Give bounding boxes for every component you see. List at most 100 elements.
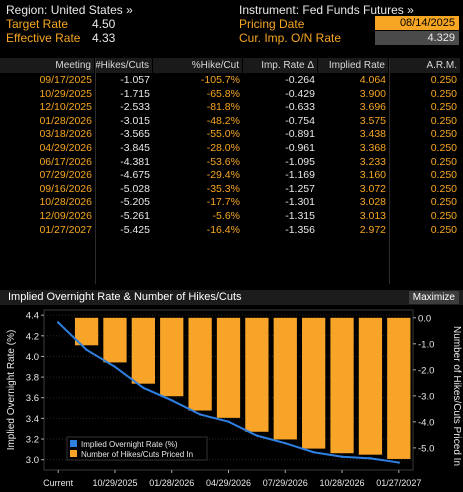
cell-pct-hike-cut: -48.2%	[206, 114, 240, 127]
cell-implied-rate: 3.160	[359, 169, 386, 182]
chart-title-bar: Implied Overnight Rate & Number of Hikes…	[0, 290, 463, 305]
instrument-selector[interactable]: Instrument: Fed Funds Futures »	[239, 3, 414, 17]
cell-meeting: 07/29/2026	[39, 169, 92, 182]
cell-imp-rate-delta: -0.961	[285, 142, 315, 154]
cell-imp-rate-delta: -0.754	[285, 114, 315, 127]
hikes-cuts-bar	[74, 317, 99, 346]
left-tick-label: 3.6	[26, 393, 39, 404]
pricing-date-input[interactable]: 08/14/2025	[375, 16, 459, 30]
cell-pct-hike-cut: -105.7%	[200, 74, 240, 86]
cell-meeting: 12/10/2025	[39, 101, 92, 114]
hikes-cuts-bar	[103, 317, 127, 363]
column-header-arm[interactable]: A.R.M.	[389, 58, 460, 73]
cell-arm: 0.250	[430, 155, 457, 168]
cell-implied-rate: 3.028	[359, 196, 386, 209]
cell-hikes-cuts: -5.028	[120, 182, 150, 195]
hikes-cuts-bar	[216, 317, 241, 418]
effective-rate-label: Effective Rate	[6, 31, 81, 45]
x-tick-label: 04/29/2026	[206, 478, 251, 488]
cell-pct-hike-cut: -17.7%	[206, 196, 240, 209]
column-header-imp-rate-delta[interactable]: Imp. Rate Δ	[243, 58, 317, 73]
cell-arm: 0.250	[430, 101, 457, 114]
cell-arm: 0.250	[430, 182, 457, 195]
cell-implied-rate: 3.072	[359, 182, 386, 195]
table-row[interactable]: 03/18/2026 -3.565 -55.0% -0.891 3.438 0.250	[0, 128, 463, 141]
left-tick-label: 3.2	[26, 435, 39, 446]
column-header-hikes-cuts[interactable]: #Hikes/Cuts	[95, 58, 152, 73]
cell-meeting: 03/18/2026	[39, 128, 92, 141]
cell-hikes-cuts: -5.261	[120, 210, 150, 222]
cell-arm: 0.250	[430, 196, 457, 209]
cur-imp-rate-label: Cur. Imp. O/N Rate	[239, 31, 342, 45]
implied-rate-point	[227, 420, 230, 423]
implied-rate-point	[56, 321, 60, 324]
cell-pct-hike-cut: -35.3%	[206, 182, 240, 195]
left-axis-label: Implied Overnight Rate (%)	[6, 330, 17, 451]
table-row[interactable]: 04/29/2026 -3.845 -28.0% -0.961 3.368 0.250	[0, 142, 463, 155]
table-row[interactable]: 09/17/2025 -1.057 -105.7% -0.264 4.064 0.250	[0, 74, 463, 87]
meetings-table: Meeting #Hikes/Cuts %Hike/Cut Imp. Rate Δ Im…	[0, 58, 463, 284]
cell-hikes-cuts: -2.533	[120, 101, 150, 114]
hikes-cuts-bar	[245, 317, 269, 432]
table-row[interactable]: 01/27/2027 -5.425 -16.4% -1.356 2.972 0.250	[0, 224, 463, 237]
column-header-implied-rate[interactable]: Implied Rate	[318, 58, 388, 73]
table-row[interactable]: 06/17/2026 -4.381 -53.6% -1.095 3.233 0.250	[0, 156, 463, 169]
cell-implied-rate: 3.013	[359, 210, 386, 222]
cell-meeting: 09/16/2026	[39, 182, 92, 195]
right-axis-label: Number of Hikes/Cuts Priced In	[451, 326, 462, 466]
cell-implied-rate: 3.900	[359, 87, 386, 100]
table-row[interactable]: 01/28/2026 -3.015 -48.2% -0.754 3.575 0.250	[0, 115, 463, 128]
implied-rate-point	[284, 441, 287, 445]
cell-hikes-cuts: -3.845	[120, 142, 150, 154]
legend-label-hikes: Number of Hikes/Cuts Priced In	[81, 450, 193, 459]
cell-hikes-cuts: -3.015	[120, 114, 150, 127]
column-header-meeting[interactable]: Meeting	[0, 58, 94, 73]
implied-rate-point	[85, 348, 88, 352]
right-tick-label: -2.0	[418, 365, 434, 376]
table-row[interactable]: 10/28/2026 -5.205 -17.7% -1.301 3.028 0.250	[0, 196, 463, 209]
cell-hikes-cuts: -4.381	[120, 155, 150, 168]
right-tick-label: -4.0	[418, 417, 434, 428]
cell-hikes-cuts: -1.057	[120, 74, 150, 86]
implied-rate-point	[255, 434, 259, 437]
implied-rate-point	[198, 413, 202, 416]
cell-arm: 0.250	[430, 114, 457, 127]
cell-meeting: 09/17/2025	[39, 74, 92, 86]
table-row[interactable]: 07/29/2026 -4.675 -29.4% -1.169 3.160 0.250	[0, 169, 463, 182]
cell-implied-rate: 3.575	[359, 114, 386, 127]
cell-arm: 0.250	[430, 128, 457, 141]
region-selector[interactable]: Region: United States »	[6, 3, 133, 17]
cell-implied-rate: 3.368	[359, 142, 386, 154]
table-row[interactable]: 10/29/2025 -1.715 -65.8% -0.429 3.900 0.250	[0, 88, 463, 101]
cell-arm: 0.250	[430, 74, 457, 86]
cell-meeting: 10/29/2025	[39, 87, 92, 100]
right-tick-label: -5.0	[418, 443, 434, 454]
column-separator	[95, 58, 96, 284]
hikes-cuts-bar	[387, 317, 411, 459]
table-row[interactable]: 09/16/2026 -5.028 -35.3% -1.257 3.072 0.250	[0, 183, 463, 196]
cell-imp-rate-delta: -1.257	[285, 182, 315, 195]
column-header-pct-hike-cut[interactable]: %Hike/Cut	[153, 58, 242, 73]
implied-rate-chart: 4.4 4.2 4.0 3.8 3.6 3.4 3.2 3.0 0.0 -1.0 -2.0 -3.0 -…	[6, 309, 462, 488]
cell-pct-hike-cut: -81.8%	[206, 101, 240, 114]
hikes-cuts-bar	[302, 317, 326, 449]
table-row[interactable]: 12/10/2025 -2.533 -81.8% -0.633 3.696 0.250	[0, 101, 463, 114]
cell-imp-rate-delta: -1.169	[285, 169, 315, 182]
hikes-cuts-bar	[188, 317, 212, 411]
table-row[interactable]: 12/09/2026 -5.261 -5.6% -1.315 3.013 0.250	[0, 210, 463, 223]
implied-rate-point	[312, 451, 315, 454]
cell-pct-hike-cut: -16.4%	[206, 223, 240, 236]
cell-hikes-cuts: -4.675	[120, 169, 150, 182]
cell-pct-hike-cut: -5.6%	[212, 210, 240, 222]
cell-arm: 0.250	[430, 169, 457, 182]
implied-rate-point	[170, 399, 173, 402]
left-tick-label: 4.4	[26, 311, 39, 322]
maximize-button[interactable]: Maximize	[408, 291, 459, 304]
cell-implied-rate: 3.696	[359, 101, 386, 114]
cell-meeting: 10/28/2026	[39, 196, 92, 209]
x-tick-label: 10/28/2026	[320, 478, 365, 488]
target-rate-value: 4.50	[92, 17, 116, 31]
legend-swatch-rate	[70, 440, 77, 447]
hikes-cuts-bar	[330, 317, 354, 454]
cell-pct-hike-cut: -55.0%	[206, 128, 240, 141]
